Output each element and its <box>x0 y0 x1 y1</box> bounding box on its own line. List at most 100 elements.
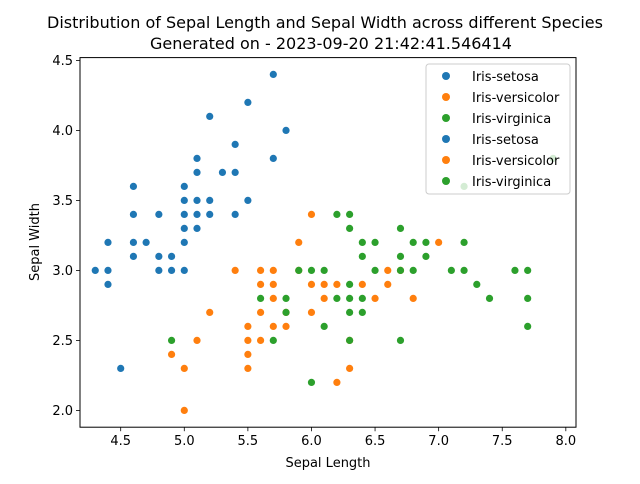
legend-label: Iris-virginica <box>472 175 551 190</box>
point-iris-virginica-21 <box>358 308 366 316</box>
point-iris-setosa-30 <box>231 140 239 148</box>
y-tick-label: 4.0 <box>52 124 73 139</box>
point-iris-virginica-38 <box>511 266 519 274</box>
point-iris-setosa-13 <box>167 252 176 260</box>
point-iris-versicolor-10 <box>256 266 265 274</box>
legend-marker <box>442 114 450 122</box>
point-iris-virginica-7 <box>307 378 316 386</box>
point-iris-setosa-21 <box>193 154 201 162</box>
point-iris-virginica-5 <box>295 266 303 274</box>
x-tick-label: 7.5 <box>492 434 513 449</box>
point-iris-setosa-22 <box>193 168 201 176</box>
x-axis-label: Sepal Length <box>285 456 370 471</box>
point-iris-virginica-37 <box>485 294 494 302</box>
point-iris-versicolor-12 <box>256 308 265 316</box>
point-iris-versicolor-25 <box>320 280 328 288</box>
point-iris-versicolor-15 <box>269 280 277 288</box>
legend-marker <box>442 72 450 80</box>
point-iris-virginica-19 <box>358 252 366 260</box>
point-iris-virginica-10 <box>333 210 341 218</box>
point-iris-versicolor-4 <box>206 308 214 316</box>
y-tick-label: 3.0 <box>52 264 73 279</box>
legend-label: Iris-setosa <box>472 133 539 148</box>
point-iris-versicolor-37 <box>435 238 443 246</box>
point-iris-setosa-0 <box>91 266 99 274</box>
point-iris-virginica-14 <box>346 280 354 288</box>
y-tick-label: 4.5 <box>52 54 73 69</box>
point-iris-setosa-28 <box>206 210 214 218</box>
point-iris-versicolor-16 <box>269 294 277 302</box>
point-iris-versicolor-30 <box>346 364 354 372</box>
point-iris-setosa-19 <box>180 238 188 246</box>
legend-box <box>425 63 571 195</box>
point-iris-versicolor-20 <box>295 238 303 246</box>
point-iris-setosa-8 <box>129 252 138 260</box>
point-iris-virginica-9 <box>320 322 328 330</box>
legend-marker <box>442 93 450 101</box>
point-iris-setosa-20 <box>180 266 188 274</box>
chart-title: Distribution of Sepal Length and Sepal W… <box>47 13 603 32</box>
y-axis-ticks: 2.0 2.5 3.0 3.5 4.0 4.5 <box>52 54 80 419</box>
point-iris-virginica-2 <box>269 336 277 344</box>
point-iris-setosa-17 <box>180 210 188 218</box>
legend-label: Iris-virginica <box>472 112 551 127</box>
point-iris-virginica-39 <box>524 266 532 274</box>
point-iris-setosa-2 <box>104 266 112 274</box>
point-iris-virginica-4 <box>282 308 290 316</box>
point-iris-virginica-1 <box>256 294 265 302</box>
point-iris-versicolor-19 <box>282 322 290 330</box>
point-iris-setosa-3 <box>104 280 112 288</box>
point-iris-virginica-11 <box>333 294 341 302</box>
point-iris-versicolor-0 <box>167 350 176 358</box>
point-iris-setosa-9 <box>142 238 150 246</box>
point-iris-virginica-13 <box>346 224 354 232</box>
point-iris-versicolor-26 <box>320 294 328 302</box>
point-iris-virginica-41 <box>524 322 532 330</box>
point-iris-virginica-12 <box>346 210 354 218</box>
point-iris-virginica-32 <box>447 266 455 274</box>
point-iris-versicolor-3 <box>193 336 201 344</box>
point-iris-setosa-11 <box>155 252 163 260</box>
point-iris-virginica-0 <box>167 336 176 344</box>
x-tick-label: 8.0 <box>555 434 576 449</box>
point-iris-versicolor-31 <box>358 280 366 288</box>
point-iris-setosa-12 <box>155 266 163 274</box>
y-axis-label: Sepal Width <box>28 203 43 281</box>
point-iris-setosa-27 <box>206 196 214 204</box>
point-iris-versicolor-5 <box>231 266 239 274</box>
point-iris-virginica-22 <box>371 238 379 246</box>
point-iris-versicolor-9 <box>244 364 252 372</box>
point-iris-versicolor-7 <box>244 336 252 344</box>
point-iris-virginica-25 <box>396 252 405 260</box>
legend-marker <box>442 156 450 164</box>
point-iris-setosa-10 <box>155 210 163 218</box>
point-iris-virginica-18 <box>358 238 366 246</box>
point-iris-versicolor-24 <box>307 308 316 316</box>
point-iris-virginica-16 <box>346 308 354 316</box>
point-iris-setosa-7 <box>129 238 138 246</box>
point-iris-virginica-23 <box>371 266 379 274</box>
x-tick-label: 4.5 <box>110 434 131 449</box>
point-iris-virginica-31 <box>422 252 430 260</box>
legend: Iris-setosa Iris-versicolor Iris-virginica… <box>425 63 571 195</box>
point-iris-setosa-5 <box>129 182 138 190</box>
x-tick-label: 7.0 <box>428 434 449 449</box>
point-iris-virginica-26 <box>396 266 405 274</box>
point-iris-virginica-20 <box>358 294 366 302</box>
point-iris-versicolor-32 <box>371 294 379 302</box>
point-iris-virginica-15 <box>346 294 354 302</box>
point-iris-versicolor-11 <box>256 280 265 288</box>
point-iris-versicolor-33 <box>384 266 392 274</box>
point-iris-virginica-30 <box>422 238 430 246</box>
point-iris-setosa-36 <box>269 154 277 162</box>
data-points <box>91 70 557 414</box>
point-iris-setosa-14 <box>167 266 176 274</box>
point-iris-setosa-4 <box>117 364 125 372</box>
x-tick-label: 6.5 <box>365 434 386 449</box>
point-iris-versicolor-28 <box>333 378 341 386</box>
point-iris-virginica-36 <box>473 280 481 288</box>
y-tick-label: 2.5 <box>52 334 73 349</box>
y-tick-label: 2.0 <box>52 404 73 419</box>
point-iris-virginica-27 <box>396 336 405 344</box>
point-iris-versicolor-6 <box>244 322 252 330</box>
